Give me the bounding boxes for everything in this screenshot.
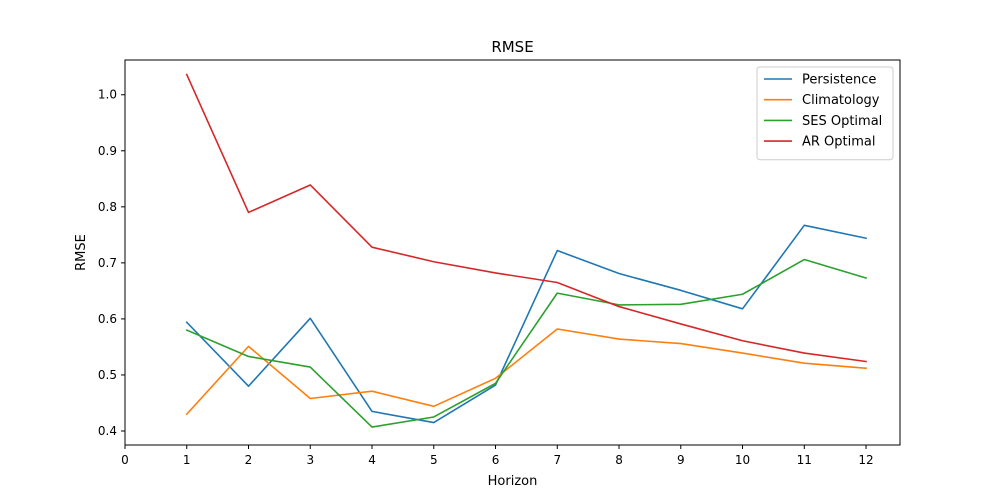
series-line-ses-optimal bbox=[185, 258, 868, 428]
legend: Persistence Climatology SES Optimal AR Opti… bbox=[756, 66, 894, 161]
x-axis-label: Horizon bbox=[488, 474, 538, 489]
x-tick-label: 5 bbox=[430, 453, 438, 467]
legend-label: Climatology bbox=[802, 93, 880, 108]
x-tick-label: 10 bbox=[735, 453, 750, 467]
y-tick-label: 0.4 bbox=[98, 424, 117, 438]
legend-label: Persistence bbox=[802, 73, 876, 88]
y-tick-label: 0.8 bbox=[98, 200, 117, 214]
plot-frame bbox=[124, 59, 901, 446]
y-axis: 0.4 0.5 0.6 0.7 0.8 0.9 1.0 bbox=[98, 88, 125, 438]
legend-label: AR Optimal bbox=[802, 135, 876, 150]
x-tick-label: 7 bbox=[553, 453, 561, 467]
legend-box bbox=[756, 66, 894, 161]
x-tick-label: 6 bbox=[492, 453, 500, 467]
y-tick-label: 1.0 bbox=[98, 88, 117, 102]
series-line-ar-optimal bbox=[185, 73, 867, 363]
y-tick-label: 0.7 bbox=[98, 256, 117, 270]
x-tick-label: 8 bbox=[615, 453, 623, 467]
legend-label: SES Optimal bbox=[802, 114, 882, 129]
x-tick-label: 0 bbox=[121, 453, 129, 467]
series-line-climatology bbox=[185, 328, 867, 416]
x-tick-label: 1 bbox=[183, 453, 191, 467]
x-tick-label: 4 bbox=[368, 453, 376, 467]
x-tick-label: 2 bbox=[245, 453, 253, 467]
series-line-persistence bbox=[185, 224, 867, 424]
x-tick-label: 3 bbox=[306, 453, 314, 467]
y-tick-label: 0.5 bbox=[98, 368, 117, 382]
x-tick-label: 9 bbox=[677, 453, 685, 467]
x-tick-label: 11 bbox=[797, 453, 812, 467]
x-axis: 0 1 2 3 4 5 6 7 8 9 10 11 12 bbox=[121, 445, 874, 467]
y-axis-label: RMSE bbox=[74, 234, 89, 271]
chart-title: RMSE bbox=[491, 38, 533, 56]
y-tick-label: 0.9 bbox=[98, 144, 117, 158]
y-tick-label: 0.6 bbox=[98, 312, 117, 326]
x-tick-label: 12 bbox=[858, 453, 873, 467]
plot-lines bbox=[185, 73, 868, 428]
